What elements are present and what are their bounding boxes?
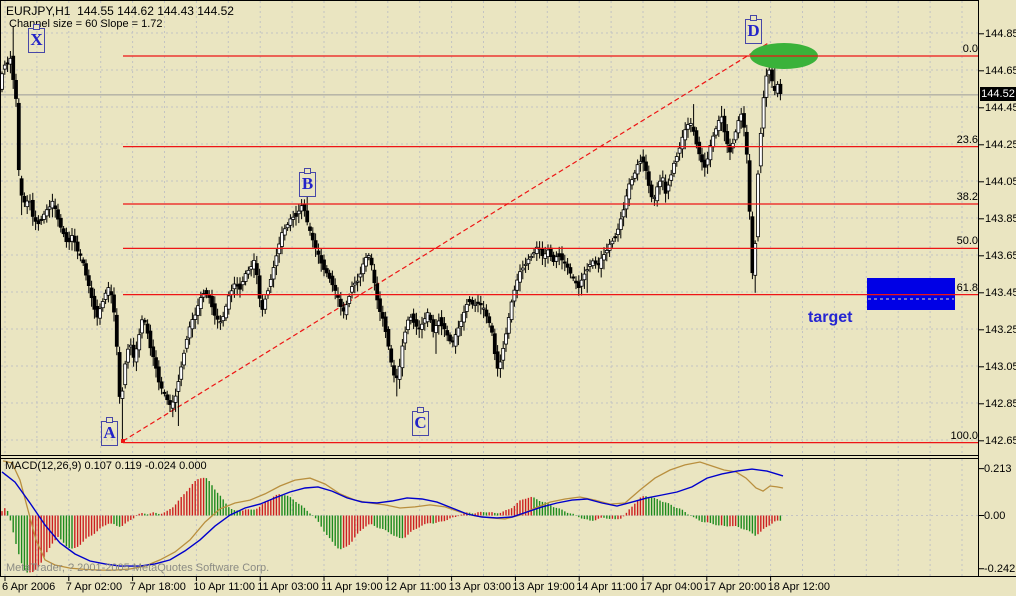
price-axis-label: 143.85 xyxy=(985,212,1016,225)
candlestick-series xyxy=(1,26,783,439)
price-axis-label: 143.05 xyxy=(985,360,1016,373)
label-anchor-knob[interactable] xyxy=(33,24,40,30)
time-axis-label: 13 Apr 03:00 xyxy=(448,581,511,593)
price-axis-label: 143.25 xyxy=(985,323,1016,336)
macd-indicator-header: MACD(12,26,9) 0.107 0.119 -0.024 0.000 xyxy=(5,460,207,472)
label-anchor-knob[interactable] xyxy=(304,168,311,174)
label-anchor-knob[interactable] xyxy=(106,417,113,423)
current-price-badge: 144.52 xyxy=(980,87,1016,101)
point-label-c[interactable]: C xyxy=(412,407,429,436)
target-label[interactable]: target xyxy=(808,309,853,326)
fib-label-0.0: 0.0 xyxy=(962,43,978,55)
time-axis-label: 7 Apr 02:00 xyxy=(65,581,123,593)
fib-label-61.8: 61.8 xyxy=(956,281,978,294)
price-axis-label: 142.85 xyxy=(985,397,1016,410)
label-anchor-knob[interactable] xyxy=(417,407,424,413)
trendline-a-d[interactable] xyxy=(122,41,771,442)
macd-histogram xyxy=(1,477,782,573)
target-zone-rect[interactable] xyxy=(867,278,955,310)
point-label-x[interactable]: X xyxy=(28,24,45,53)
channel-info-label: Channel size = 60 Slope = 1.72 xyxy=(9,18,163,30)
price-axis-label: 143.65 xyxy=(985,249,1016,262)
price-axis-label: 144.45 xyxy=(985,101,1016,114)
macd-axis-label: 0.00 xyxy=(984,509,1006,522)
time-axis-label: 6 Apr 2006 xyxy=(2,581,56,593)
time-axis-label: 12 Apr 11:00 xyxy=(384,581,447,593)
time-axis-label: 10 Apr 11:00 xyxy=(193,581,255,593)
panel-borders xyxy=(0,0,1016,581)
price-axis-label: 144.65 xyxy=(985,64,1016,77)
time-axis-label: 17 Apr 20:00 xyxy=(703,581,767,593)
macd-main-line xyxy=(2,460,784,571)
fib-label-38.2: 38.2 xyxy=(956,191,978,203)
time-axis-label: 11 Apr 19:00 xyxy=(321,581,383,593)
time-axis-label: 17 Apr 04:00 xyxy=(640,581,703,593)
fib-label-100.0: 100.0 xyxy=(950,429,978,442)
time-axis-label: 18 Apr 12:00 xyxy=(767,581,830,593)
label-anchor-knob[interactable] xyxy=(750,15,757,21)
point-label-b[interactable]: B xyxy=(299,168,316,197)
time-axis-label: 7 Apr 18:00 xyxy=(129,581,186,593)
point-label-d[interactable]: D xyxy=(745,15,762,44)
price-axis-label: 144.85 xyxy=(985,27,1016,40)
price-axis-label: 142.65 xyxy=(985,434,1016,447)
fib-label-50.0: 50.0 xyxy=(956,235,978,248)
price-axis-label: 144.05 xyxy=(985,175,1016,188)
fib-label-23.6: 23.6 xyxy=(956,133,978,146)
macd-signal-line xyxy=(1,468,784,567)
point-label-a[interactable]: A xyxy=(101,417,118,446)
price-axis-label: 143.45 xyxy=(985,286,1016,299)
macd-axis-label: -0.242 xyxy=(984,562,1016,575)
macd-axis-label: 0.213 xyxy=(984,462,1012,475)
symbol-ohlc-header: EURJPY,H1 144.55 144.62 144.43 144.52 xyxy=(6,4,234,18)
time-axis-label: 11 Apr 03:00 xyxy=(257,581,319,593)
trendline-anchor[interactable] xyxy=(121,439,125,443)
metatrader-watermark: MetaTrader, ? 2001-2005 MetaQuotes Softw… xyxy=(6,562,270,574)
time-axis-label: 13 Apr 19:00 xyxy=(512,581,575,593)
grid xyxy=(1,1,978,576)
time-axis-label: 14 Apr 11:00 xyxy=(576,581,638,593)
price-axis-label: 144.25 xyxy=(985,138,1016,151)
